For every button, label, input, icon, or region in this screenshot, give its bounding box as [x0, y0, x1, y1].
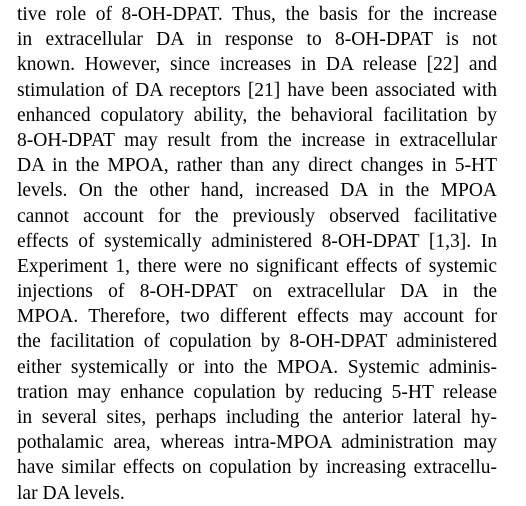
text-line: enhanced copulatory ability, the behavio… — [17, 104, 497, 126]
text-line: pothalamic area, whereas intra-MPOA admi… — [17, 432, 497, 454]
text-line: the facilitation of copulation by 8-OH-D… — [17, 331, 497, 353]
text-line: levels. On the other hand, increased DA … — [17, 180, 497, 202]
text-line: 8-OH-DPAT may result from the increase i… — [17, 129, 497, 151]
body-paragraph: tive role of 8-OH-DPAT. Thus, the basis … — [17, 2, 497, 506]
text-line: have similar effects on copulation by in… — [17, 457, 497, 479]
text-line: effects of systemically administered 8-O… — [17, 230, 497, 252]
text-line: injections of 8-OH-DPAT on extracellular… — [17, 281, 497, 303]
text-line: MPOA. Therefore, two different effects m… — [17, 306, 497, 328]
text-line: known. However, since increases in DA re… — [17, 54, 497, 76]
text-line: DA in the MPOA, rather than any direct c… — [17, 155, 497, 177]
text-line: tive role of 8-OH-DPAT. Thus, the basis … — [17, 4, 497, 25]
text-line: cannot account for the previously observ… — [17, 205, 497, 227]
text-line: in several sites, perhaps including the … — [17, 407, 497, 428]
text-line: Experiment 1, there were no significant … — [17, 255, 497, 277]
text-column: tive role of 8-OH-DPAT. Thus, the basis … — [17, 2, 497, 506]
text-line: in extracellular DA in response to 8-OH-… — [17, 29, 497, 51]
text-line: lar DA levels. — [17, 482, 125, 504]
text-line: either systemically or into the MPOA. Sy… — [17, 356, 497, 378]
text-line: tration may enhance copulation by reduci… — [17, 381, 497, 403]
text-line: stimulation of DA receptors [21] have be… — [17, 79, 497, 101]
